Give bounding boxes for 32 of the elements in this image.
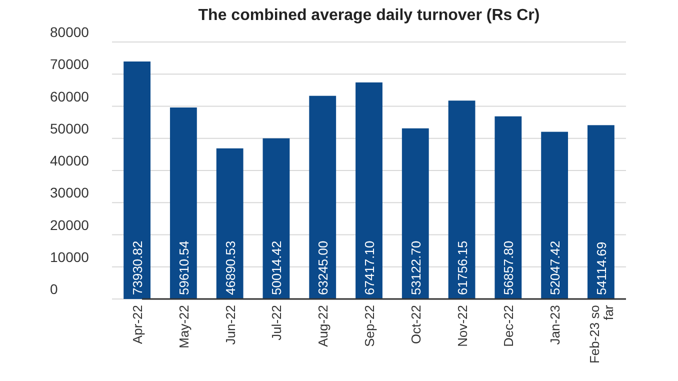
data-label: 63245.00 (316, 240, 331, 295)
data-label: 67417.10 (362, 240, 377, 295)
y-tick-label: 10000 (50, 248, 90, 265)
x-tick-label: Oct-22 (408, 305, 424, 344)
data-label: 56857.80 (501, 240, 516, 295)
y-tick-label: 0 (50, 281, 58, 297)
x-tick-label: Aug-22 (316, 305, 331, 347)
data-label: 52047.42 (548, 240, 563, 295)
y-tick-label: 30000 (50, 184, 90, 201)
y-tick-label: 60000 (50, 88, 90, 104)
x-tick-label: Dec-22 (501, 305, 516, 347)
data-label: 61756.15 (454, 240, 470, 295)
y-tick-label: 80000 (50, 24, 90, 40)
y-tick-label: 50000 (50, 120, 90, 136)
data-label: 59610.54 (176, 240, 192, 295)
data-label: 50014.42 (269, 240, 284, 295)
x-tick-label: Jun-22 (222, 305, 238, 345)
x-tick-label: Nov-22 (454, 305, 470, 347)
data-label: 54114.69 (594, 242, 609, 295)
y-tick-label: 20000 (50, 216, 90, 233)
data-label: 46890.53 (222, 240, 238, 295)
x-tick-label: Apr-22 (130, 305, 146, 344)
y-tick-label: 70000 (50, 56, 90, 72)
x-tick-label: Feb-23 so far (586, 304, 616, 364)
x-tick-label: Sep-22 (362, 305, 377, 347)
chart-title: The combined average daily turnover (Rs Cr) (198, 7, 540, 24)
data-label: 53122.70 (408, 240, 424, 295)
x-tick-label: Jul-22 (269, 305, 284, 340)
y-tick-label: 40000 (50, 152, 90, 168)
x-tick-label: Jan-23 (548, 305, 563, 345)
data-label: 73930.82 (130, 240, 146, 295)
x-tick-label: May-22 (176, 305, 192, 348)
